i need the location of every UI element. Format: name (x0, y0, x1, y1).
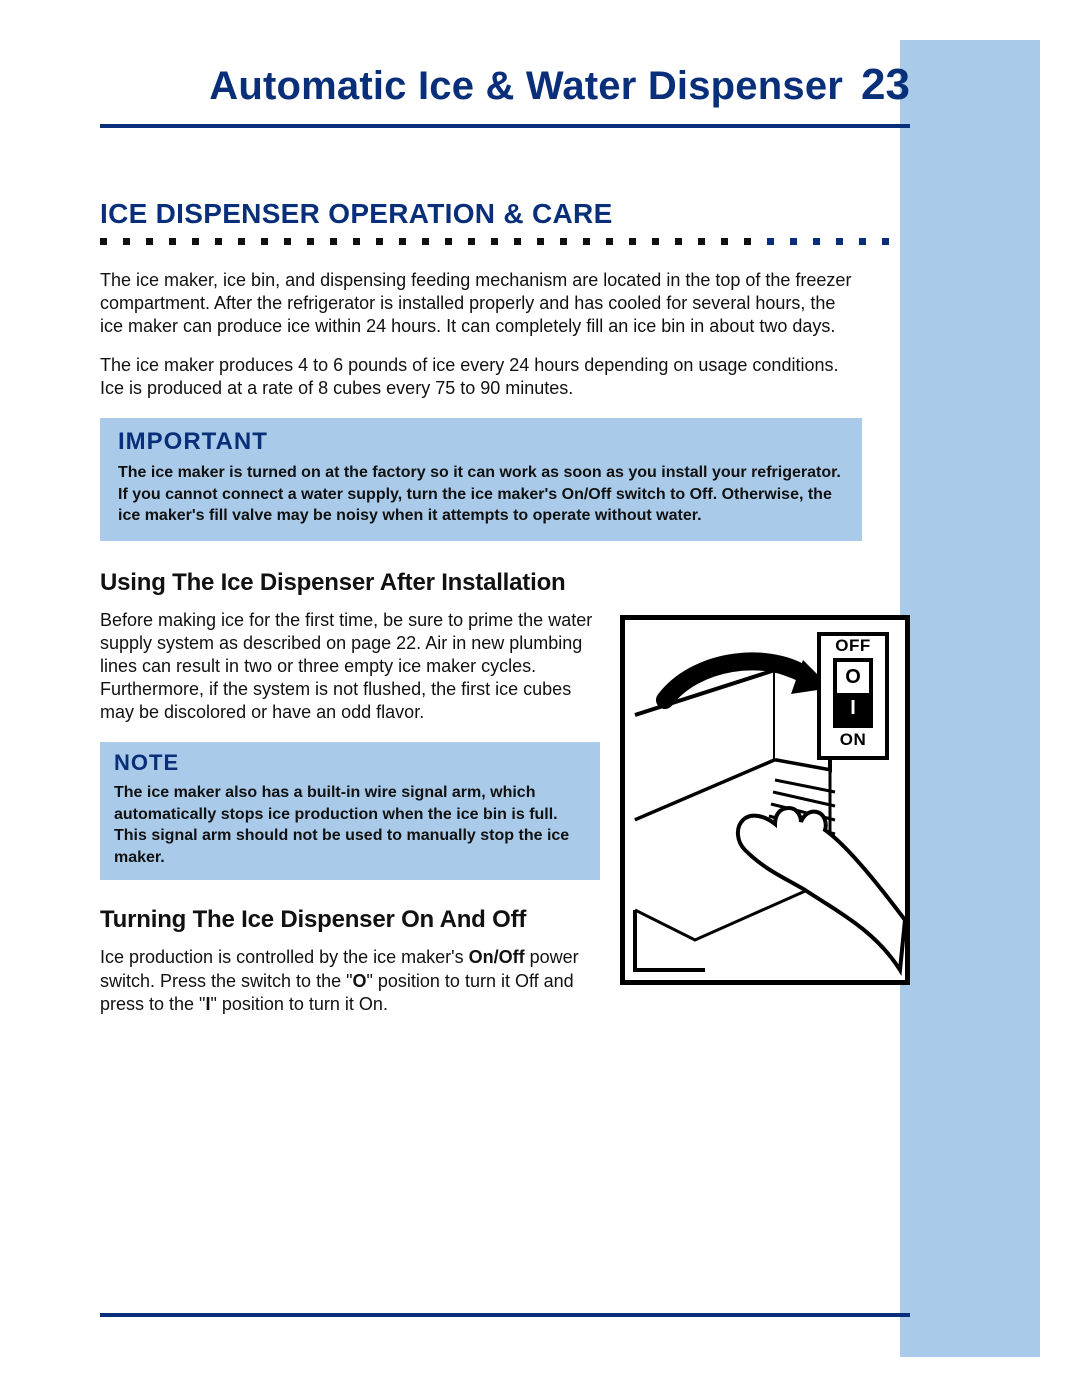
subheading-using-after-install: Using The Ice Dispenser After Installati… (100, 569, 910, 597)
bold-run: On/Off (469, 947, 525, 967)
rule-dot (698, 238, 705, 245)
rule-dot (353, 238, 360, 245)
rule-dot (261, 238, 268, 245)
rule-dot (790, 238, 797, 245)
sub1-paragraph: Before making ice for the first time, be… (100, 609, 600, 724)
left-text-column: Before making ice for the first time, be… (100, 609, 600, 1032)
rule-dot (284, 238, 291, 245)
rule-dot (859, 238, 866, 245)
side-color-band (900, 40, 1040, 1357)
bottom-rule (100, 1313, 910, 1317)
rule-dot (675, 238, 682, 245)
rule-dot (215, 238, 222, 245)
subheading-turning-on-off: Turning The Ice Dispenser On And Off (100, 906, 600, 934)
ice-switch-figure: OFF O I ON (620, 615, 910, 985)
manual-page: Automatic Ice & Water Dispenser 23 ICE D… (0, 0, 1080, 1397)
important-label: IMPORTANT (118, 428, 844, 456)
rule-dot (606, 238, 613, 245)
dotted-rule (100, 238, 910, 245)
rule-dot (767, 238, 774, 245)
rule-dot (721, 238, 728, 245)
rule-dot (537, 238, 544, 245)
page-header: Automatic Ice & Water Dispenser 23 (100, 60, 910, 122)
rule-dot (560, 238, 567, 245)
switch-position-o: O (837, 662, 869, 693)
page-number: 23 (861, 60, 910, 110)
rocker-switch: O I (833, 658, 873, 728)
page-title: Automatic Ice & Water Dispenser (209, 64, 843, 109)
rule-dot (100, 238, 107, 245)
rule-dot (376, 238, 383, 245)
switch-position-i: I (837, 693, 869, 724)
rule-dot (422, 238, 429, 245)
rule-dot (123, 238, 130, 245)
two-column-block: Before making ice for the first time, be… (100, 609, 910, 1032)
rule-dot (330, 238, 337, 245)
rule-dot (445, 238, 452, 245)
rule-dot (468, 238, 475, 245)
content-area: Automatic Ice & Water Dispenser 23 ICE D… (100, 60, 910, 1032)
rule-dot (146, 238, 153, 245)
rule-dot (491, 238, 498, 245)
title-underline (100, 124, 910, 128)
rule-dot (813, 238, 820, 245)
switch-off-label: OFF (821, 636, 885, 656)
rule-dot (169, 238, 176, 245)
rule-dot (514, 238, 521, 245)
bold-run: I (205, 994, 210, 1014)
sub2-paragraph: Ice production is controlled by the ice … (100, 946, 600, 1015)
rule-dot (399, 238, 406, 245)
on-off-switch: OFF O I ON (817, 632, 889, 760)
important-text: The ice maker is turned on at the factor… (118, 462, 844, 527)
rule-dot (307, 238, 314, 245)
important-callout: IMPORTANT The ice maker is turned on at … (100, 418, 862, 541)
intro-paragraph-2: The ice maker produces 4 to 6 pounds of … (100, 354, 860, 400)
rule-dot (836, 238, 843, 245)
rule-dot (192, 238, 199, 245)
note-label: NOTE (114, 750, 586, 776)
note-text: The ice maker also has a built-in wire s… (114, 782, 586, 868)
intro-paragraph-1: The ice maker, ice bin, and dispensing f… (100, 269, 860, 338)
rule-dot (583, 238, 590, 245)
note-callout: NOTE The ice maker also has a built-in w… (100, 742, 600, 880)
bold-run: O (352, 971, 366, 991)
rule-dot (882, 238, 889, 245)
rule-dot (238, 238, 245, 245)
rule-dot (629, 238, 636, 245)
rule-dot (652, 238, 659, 245)
switch-on-label: ON (821, 730, 885, 750)
rule-dot (744, 238, 751, 245)
section-heading: ICE DISPENSER OPERATION & CARE (100, 198, 910, 230)
